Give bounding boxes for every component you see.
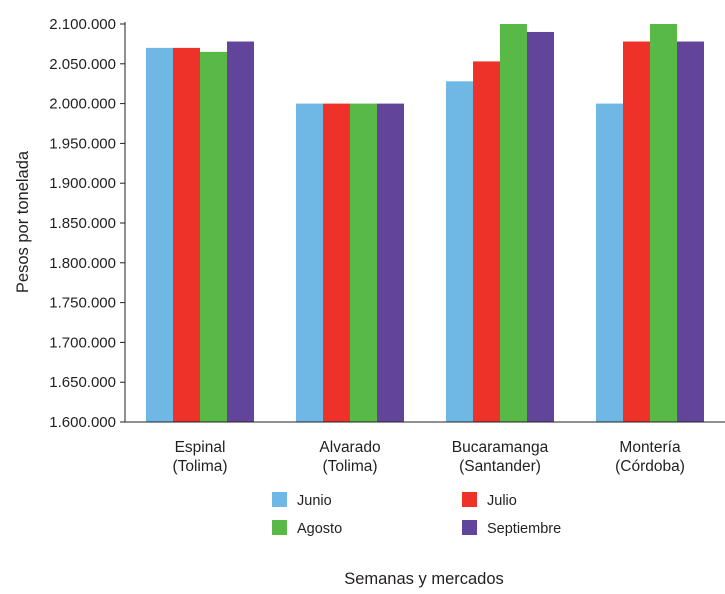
y-axis-title: Pesos por tonelada [14,150,32,293]
x-axis-title: Semanas y mercados [344,570,504,588]
legend-swatch-septiembre [462,520,477,535]
bar-junio-3 [596,103,623,422]
y-tick-label: 1.750.000 [49,295,116,312]
labels-layer: 1.600.000 1.650.000 1.700.000 1.750.000 1.80… [49,16,685,475]
bar-julio-3 [623,41,650,423]
y-tick-label: 1.900.000 [49,175,116,192]
y-tick-label: 1.950.000 [49,135,116,152]
legend-label-agosto: Agosto [297,521,342,537]
x-category-label: Alvarado (Tolima) [319,439,380,475]
bars-layer [146,24,704,423]
legend: Junio Julio Agosto Septiembre [272,492,561,537]
bar-septiembre-2 [527,31,554,423]
y-tick-label: 2.100.000 [49,16,116,33]
bar-septiembre-3 [677,41,704,423]
x-category-label: Espinal (Tolima) [172,439,227,475]
axes-layer [120,22,725,423]
legend-label-junio: Junio [297,493,332,509]
bar-agosto-0 [200,51,227,423]
legend-swatch-julio [462,492,477,507]
bar-agosto-3 [650,24,677,422]
y-tick-label: 1.850.000 [49,215,116,232]
bar-julio-1 [323,103,350,422]
legend-label-septiembre: Septiembre [487,521,561,537]
y-tick-label: 2.000.000 [49,96,116,113]
bar-junio-1 [296,103,323,422]
bar-agosto-1 [350,103,377,422]
bar-julio-0 [173,47,200,422]
x-category-label: Bucaramanga (Santander) [452,439,549,475]
y-tick-label: 2.050.000 [49,56,116,73]
legend-swatch-agosto [272,520,287,535]
y-tick-label: 1.700.000 [49,334,116,351]
legend-label-julio: Julio [487,493,517,509]
bar-junio-2 [446,81,473,422]
y-tick-label: 1.800.000 [49,255,116,272]
y-tick-label: 1.600.000 [49,414,116,431]
legend-swatch-junio [272,492,287,507]
y-tick-label: 1.650.000 [49,374,116,391]
bar-julio-2 [473,61,500,423]
bar-septiembre-0 [227,41,254,423]
x-category-label: Montería (Córdoba) [615,439,685,475]
bar-septiembre-1 [377,103,404,422]
bar-agosto-2 [500,24,527,422]
bar-junio-0 [146,47,173,422]
